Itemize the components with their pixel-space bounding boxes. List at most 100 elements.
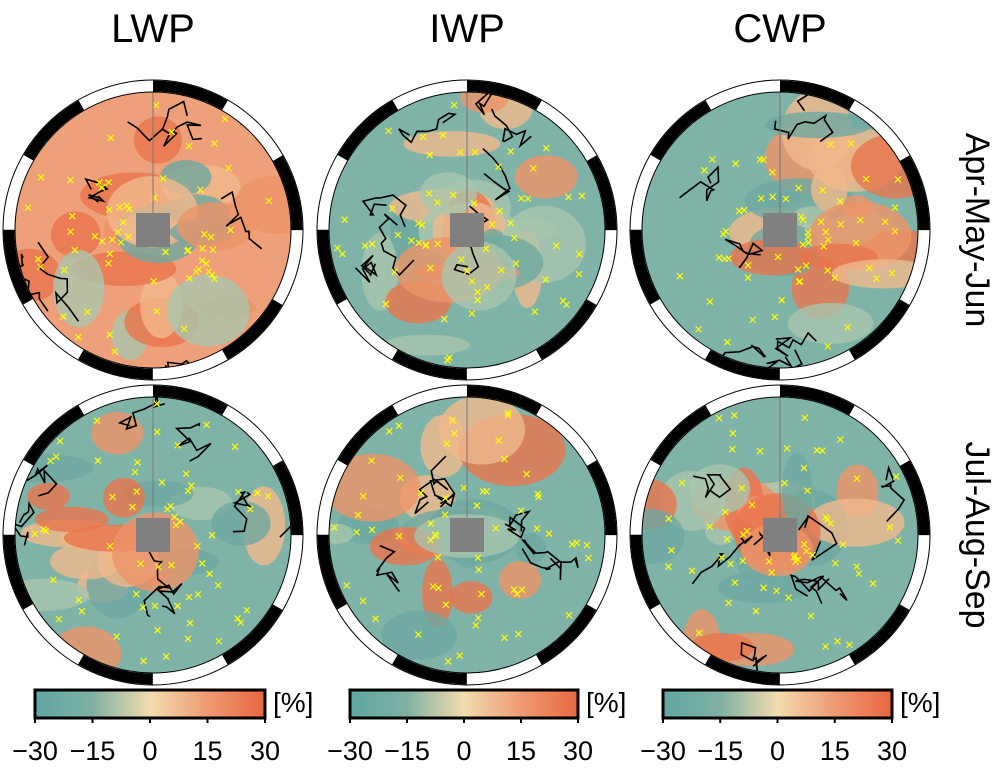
coastline xyxy=(880,464,906,522)
marker xyxy=(231,443,239,451)
marker xyxy=(382,300,390,308)
frame-outer xyxy=(316,384,618,686)
marker xyxy=(84,308,91,316)
marker xyxy=(796,277,804,285)
colorbar-unit: [%] xyxy=(273,687,313,718)
marker xyxy=(801,414,809,422)
marker xyxy=(678,479,686,487)
marker xyxy=(845,641,853,649)
marker xyxy=(507,148,515,155)
marker xyxy=(211,140,218,147)
marker xyxy=(497,266,505,274)
marker xyxy=(856,216,864,224)
marker xyxy=(237,619,245,627)
marker xyxy=(721,508,729,516)
map-patch xyxy=(91,411,144,455)
marker xyxy=(184,487,192,495)
marker xyxy=(724,338,731,346)
marker xyxy=(435,584,442,592)
colorbar xyxy=(33,688,267,720)
marker xyxy=(162,248,170,256)
marker xyxy=(414,631,422,639)
marker xyxy=(715,254,723,261)
marker xyxy=(531,308,539,316)
marker xyxy=(474,288,481,296)
marker xyxy=(168,128,176,136)
colorbar-tick-label: 0 xyxy=(770,736,785,766)
map-patch xyxy=(642,509,685,565)
marker xyxy=(474,554,482,562)
marker xyxy=(665,515,673,523)
marker xyxy=(441,511,449,519)
marker xyxy=(440,315,448,323)
marker xyxy=(444,356,451,364)
coastline xyxy=(757,92,810,112)
marker xyxy=(131,468,139,476)
marker xyxy=(852,239,860,247)
marker xyxy=(94,457,102,465)
marker xyxy=(578,192,586,200)
marker xyxy=(93,417,101,425)
marker xyxy=(227,226,235,234)
marker xyxy=(368,240,376,248)
marker xyxy=(501,634,508,642)
marker xyxy=(418,221,426,229)
marker xyxy=(769,168,776,176)
marker xyxy=(150,277,158,285)
coastline xyxy=(679,165,720,202)
map-patch xyxy=(441,241,517,311)
marker xyxy=(834,637,841,645)
coastline xyxy=(232,490,252,533)
marker xyxy=(456,148,464,156)
frame-ticks xyxy=(3,385,303,685)
marker xyxy=(167,561,175,569)
map-patch xyxy=(50,543,123,580)
pole-hole xyxy=(763,213,797,247)
map-patch xyxy=(806,498,905,547)
marker xyxy=(488,221,496,228)
marker xyxy=(732,160,740,168)
marker xyxy=(194,542,201,550)
marker xyxy=(479,487,487,495)
marker xyxy=(805,239,813,247)
marker xyxy=(139,604,147,611)
marker xyxy=(246,505,254,513)
marker xyxy=(159,174,167,182)
marker xyxy=(738,484,746,492)
marker xyxy=(154,626,161,634)
marker xyxy=(134,458,141,466)
map-patch xyxy=(166,274,250,347)
colorbar-tick-label: −15 xyxy=(70,736,116,766)
coastline xyxy=(724,238,764,269)
marker xyxy=(740,206,748,214)
marker xyxy=(427,264,434,272)
marker xyxy=(706,298,714,306)
marker xyxy=(563,301,571,309)
marker xyxy=(140,657,147,665)
marker xyxy=(107,134,115,142)
frame-innerline xyxy=(641,91,919,369)
colorbar-tick-label: 15 xyxy=(820,736,850,766)
marker xyxy=(501,455,508,463)
marker xyxy=(119,218,127,226)
marker xyxy=(552,242,560,250)
marker xyxy=(59,313,67,321)
pole-hole xyxy=(763,518,797,552)
marker xyxy=(153,400,161,408)
marker xyxy=(565,611,573,619)
colorbar-tick-label: 15 xyxy=(192,736,222,766)
marker xyxy=(439,131,447,139)
marker xyxy=(132,590,140,598)
marker xyxy=(800,464,808,472)
marker xyxy=(419,133,427,141)
marker xyxy=(676,272,684,280)
marker xyxy=(517,194,525,202)
frame-outer xyxy=(316,79,618,381)
map-patch xyxy=(53,250,105,328)
coastline xyxy=(156,582,183,615)
marker xyxy=(176,518,184,525)
marker xyxy=(891,204,899,212)
marker xyxy=(106,331,114,339)
marker xyxy=(802,262,810,270)
marker xyxy=(198,559,206,567)
